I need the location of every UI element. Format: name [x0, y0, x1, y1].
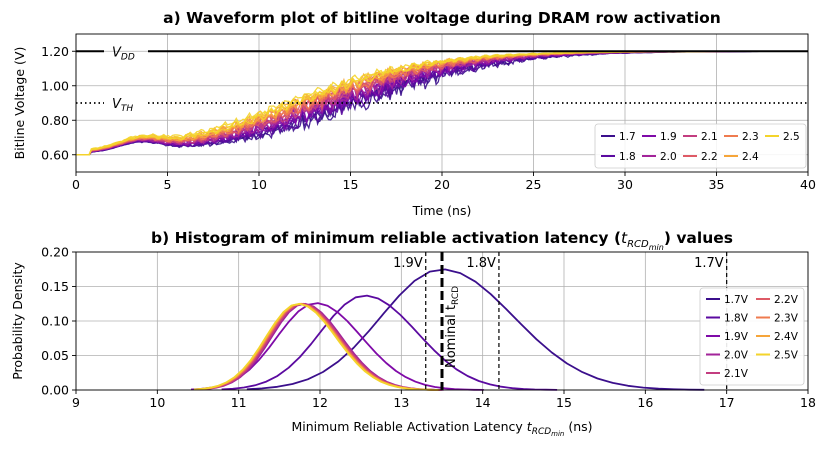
- histogram-title-math: t: [621, 229, 628, 247]
- nominal-trcd-label: Nominal tRCD: [444, 286, 461, 368]
- histogram-ytick-label: 0.05: [41, 348, 69, 363]
- histogram-legend-label: 2.0V: [724, 350, 749, 362]
- waveform-legend-label: 2.0: [660, 151, 677, 163]
- histogram-series-line: [246, 268, 705, 391]
- waveform-xtick-label: 15: [343, 177, 359, 192]
- histogram-ticks: 9 10 11 12 13 14 15 16 17 18 0.00 0.05 0.10 0.15 0.20: [41, 245, 816, 411]
- histogram-ytick-label: 0.00: [41, 383, 69, 398]
- histogram-legend-label: 2.3V: [774, 313, 799, 325]
- waveform-ticks: 0 5 10 15 20 25 30 35 40 0.60 0.80 1.00 1.20: [41, 44, 816, 192]
- histogram-xtick-label: 17: [719, 395, 735, 410]
- histogram-xtick-label: 14: [475, 395, 491, 410]
- waveform-legend-label: 1.9: [660, 131, 677, 143]
- histogram-marker-label: 1.9V: [393, 256, 423, 271]
- histogram-ytick-label: 0.15: [41, 279, 69, 294]
- histogram-ytick-label: 0.20: [41, 245, 69, 260]
- waveform-ylabel: Bitline Voltage (V): [12, 47, 27, 160]
- waveform-legend-label: 2.2: [701, 151, 718, 163]
- waveform-legend-label: 2.5: [783, 131, 800, 143]
- histogram-title-subsub: min: [649, 243, 664, 252]
- waveform-chart-title: a) Waveform plot of bitline voltage duri…: [163, 9, 721, 27]
- histogram-ylabel: Probability Density: [10, 262, 25, 380]
- histogram-chart-title: b) Histogram of minimum reliable activat…: [151, 229, 733, 252]
- histogram-xtick-label: 12: [312, 395, 328, 410]
- histogram-legend-label: 2.2V: [774, 294, 799, 306]
- histogram-xtick-label: 15: [556, 395, 572, 410]
- waveform-legend-label: 2.4: [742, 151, 759, 163]
- histogram-xtick-label: 16: [637, 395, 653, 410]
- histogram-legend-label: 1.9V: [724, 331, 749, 343]
- waveform-ytick-label: 0.80: [41, 113, 69, 128]
- histogram-xlabel-suffix: (ns): [568, 419, 592, 434]
- waveform-xtick-label: 10: [251, 177, 267, 192]
- histogram-title-text: b) Histogram of minimum reliable activat…: [151, 229, 609, 247]
- histogram-legend: 1.7V 1.8V 1.9V 2.0V 2.1V 2.2V 2.3V 2.4V 2.5V: [699, 287, 805, 386]
- waveform-xtick-label: 25: [526, 177, 542, 192]
- histogram-legend-label: 1.8V: [724, 313, 749, 325]
- waveform-legend-label: 1.7: [619, 131, 636, 143]
- histogram-legend-box: [699, 287, 805, 386]
- reference-lines: VDD VTH: [76, 45, 808, 114]
- histogram-marker-label: 1.8V: [466, 256, 496, 271]
- histogram-xlabel-math: t: [527, 419, 533, 434]
- histogram-title-sub: RCD: [627, 239, 649, 250]
- waveform-ytick-label: 0.60: [41, 147, 69, 162]
- waveform-ytick-label: 1.00: [41, 78, 69, 93]
- histogram-legend-label: 2.4V: [774, 331, 799, 343]
- waveform-legend: 1.7 1.8 1.9 2.0 2.1 2.2 2.3 2.4 2.5: [594, 123, 807, 169]
- waveform-xtick-label: 30: [617, 177, 633, 192]
- histogram-legend-label: 2.1V: [724, 368, 749, 380]
- histogram-xlabel-sub: RCD: [532, 427, 552, 437]
- histogram-series-line: [193, 302, 438, 391]
- waveform-chart: a) Waveform plot of bitline voltage duri…: [12, 9, 816, 218]
- histogram-legend-label: 2.5V: [774, 350, 799, 362]
- histogram-series: [190, 268, 705, 391]
- waveform-legend-label: 2.3: [742, 131, 759, 143]
- waveform-xtick-label: 40: [800, 177, 816, 192]
- histogram-marker-label: 1.7V: [694, 256, 724, 271]
- histogram-legend-label: 1.7V: [724, 294, 749, 306]
- reference-line-label: VDD: [112, 45, 135, 62]
- histogram-ytick-label: 0.10: [41, 314, 69, 329]
- waveform-xtick-label: 20: [434, 177, 450, 192]
- waveform-xlabel: Time (ns): [412, 203, 472, 218]
- histogram-xtick-label: 9: [72, 395, 80, 410]
- histogram-title-suffix: values: [676, 229, 733, 247]
- waveform-xtick-label: 5: [164, 177, 172, 192]
- waveform-ytick-label: 1.20: [41, 44, 69, 59]
- histogram-xtick-label: 13: [393, 395, 409, 410]
- histogram-xlabel: Minimum Reliable Activation Latency tRCD…: [291, 419, 592, 438]
- histogram-xtick-label: 10: [149, 395, 165, 410]
- histogram-chart: b) Histogram of minimum reliable activat…: [10, 229, 816, 438]
- histogram-xtick-label: 11: [231, 395, 247, 410]
- reference-line-label: VTH: [112, 97, 133, 114]
- waveform-xtick-label: 0: [72, 177, 80, 192]
- histogram-xlabel-subsub: min: [551, 430, 564, 438]
- waveform-legend-label: 1.8: [619, 151, 636, 163]
- histogram-series-line: [221, 294, 558, 391]
- histogram-xtick-label: 18: [800, 395, 816, 410]
- waveform-legend-label: 2.1: [701, 131, 718, 143]
- histogram-xlabel-text: Minimum Reliable Activation Latency: [291, 419, 523, 434]
- waveform-xtick-label: 35: [709, 177, 725, 192]
